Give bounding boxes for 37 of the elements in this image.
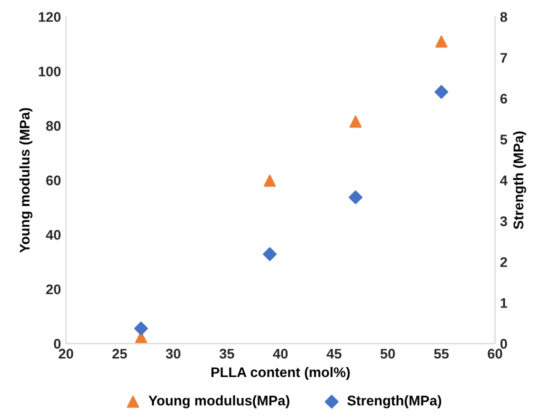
y2-tick-label: 8 <box>500 12 508 22</box>
y2-tick-label: 3 <box>500 216 508 226</box>
point <box>434 85 448 99</box>
y2-tick-label: 6 <box>500 94 508 104</box>
x-tick-label: 20 <box>58 348 74 359</box>
x-tick-label: 50 <box>380 348 395 359</box>
legend-label: Young modulus(MPa) <box>148 395 290 408</box>
x-axis-title: PLLA content (mol%) <box>211 366 350 380</box>
legend-label: Strength(MPa) <box>347 395 442 408</box>
x-tick-label: 35 <box>219 348 234 359</box>
x-tick-label: 60 <box>488 348 502 359</box>
y2-tick-label: 4 <box>500 176 508 186</box>
y2-tick-label: 2 <box>500 257 508 267</box>
point <box>435 35 448 48</box>
y2-tick-label: 0 <box>500 338 508 349</box>
y2-tick-label: 7 <box>500 53 507 63</box>
y-tick-label: 120 <box>38 12 61 22</box>
y-tick-label: 40 <box>46 230 61 240</box>
point <box>264 174 276 187</box>
x-tick-label: 55 <box>434 348 449 359</box>
y-axis-title: Young modulus (MPa) <box>19 108 32 253</box>
y-tick-label: 0 <box>54 338 61 349</box>
point <box>262 247 277 262</box>
y2-tick-label: 5 <box>500 134 508 144</box>
y-tick-label: 80 <box>46 121 61 131</box>
y2-tick-label: 1 <box>500 298 508 308</box>
point <box>350 116 362 128</box>
y-tick-label: 20 <box>46 284 61 294</box>
x-tick-label: 45 <box>326 348 342 359</box>
y-tick-label: 100 <box>38 66 61 76</box>
point <box>348 190 362 204</box>
x-tick-label: 25 <box>112 348 127 359</box>
y2-axis-title: Strength (MPa) <box>513 131 526 230</box>
y-tick-label: 60 <box>46 176 61 186</box>
point <box>134 322 148 336</box>
x-tick-label: 30 <box>166 348 180 359</box>
x-tick-label: 40 <box>272 348 288 359</box>
